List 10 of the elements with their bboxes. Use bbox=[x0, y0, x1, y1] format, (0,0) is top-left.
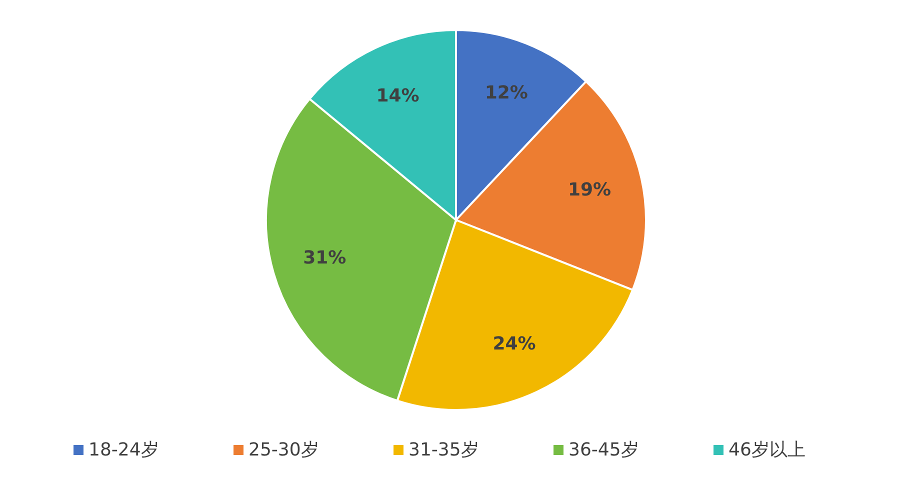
data-label: 31% bbox=[303, 248, 346, 269]
legend-label: 36-45岁 bbox=[568, 440, 639, 460]
data-label: 12% bbox=[484, 82, 528, 104]
data-label: 24% bbox=[492, 333, 536, 354]
data-label: 14% bbox=[376, 86, 420, 107]
legend-label: 18-24岁 bbox=[88, 440, 159, 460]
data-label: 19% bbox=[568, 180, 612, 201]
legend-label: 46岁以上 bbox=[728, 440, 806, 460]
legend-label: 25-30岁 bbox=[248, 440, 319, 460]
legend-label: 31-35岁 bbox=[408, 440, 479, 460]
